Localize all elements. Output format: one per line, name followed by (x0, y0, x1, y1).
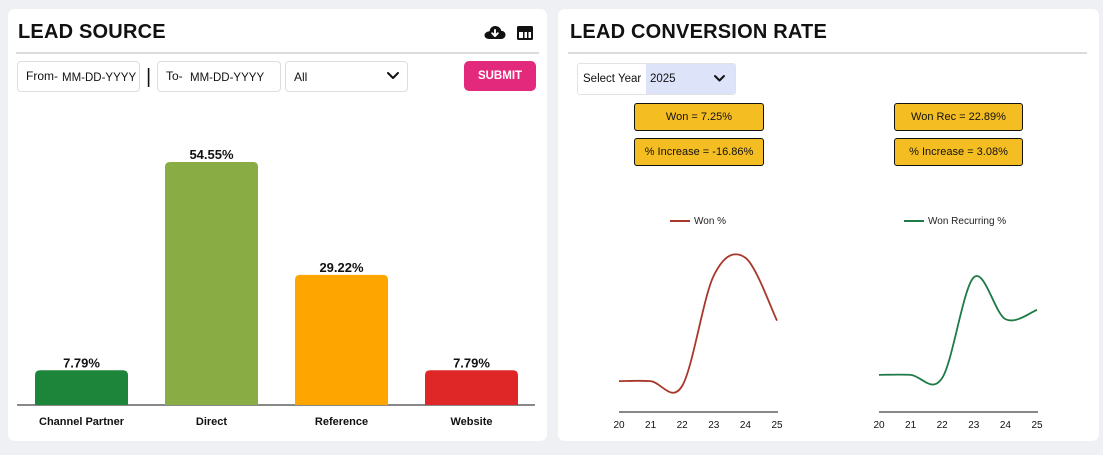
lead-source-title: LEAD SOURCE (18, 21, 166, 43)
legend-label: Won Recurring % (928, 216, 1006, 227)
bar-channel-partner (35, 370, 128, 405)
to-label: To- (166, 69, 183, 83)
x-tick-label: Channel Partner (39, 416, 125, 428)
table-icon[interactable] (515, 23, 535, 43)
won-badge: Won = 7.25% (634, 103, 764, 131)
bar-reference (295, 274, 388, 405)
year-value: 2025 (650, 73, 676, 85)
series-line (618, 253, 778, 394)
from-date-placeholder: MM-DD-YYYY (62, 72, 137, 84)
source-filter-value: All (294, 70, 308, 84)
date-separator: | (146, 66, 152, 88)
lead-source-card: LEAD SOURCE From- MM-DD-YYYY | To- MM-DD… (8, 9, 547, 441)
won-increase-badge: % Increase = -16.86% (634, 138, 764, 166)
x-tick-label: 20 (873, 420, 885, 431)
lead-source-divider (16, 52, 539, 54)
x-tick-label: 25 (771, 420, 783, 431)
series-line (878, 275, 1038, 386)
won-rec-increase-badge: % Increase = 3.08% (894, 138, 1023, 166)
x-tick-label: Direct (196, 416, 228, 428)
lead-conversion-card: LEAD CONVERSION RATE Select Year 2025 Wo… (558, 9, 1099, 441)
legend-label: Won % (694, 216, 726, 227)
year-dropdown[interactable]: 2025 (646, 64, 735, 94)
from-label: From- (26, 69, 58, 83)
x-tick-label: 21 (905, 420, 917, 431)
x-tick-label: 22 (677, 420, 689, 431)
from-date-field[interactable]: From- MM-DD-YYYY (17, 61, 140, 92)
lead-conversion-title: LEAD CONVERSION RATE (570, 21, 827, 43)
x-tick-label: Website (451, 416, 493, 428)
source-filter-select[interactable]: All (285, 61, 408, 92)
bar-website (425, 370, 518, 405)
bar-value-label: 7.79% (63, 355, 100, 370)
x-tick-label: 22 (937, 420, 949, 431)
bar-direct (165, 162, 258, 405)
select-year-label: Select Year (583, 73, 642, 85)
won-rec-badge: Won Rec = 22.89% (894, 103, 1023, 131)
submit-button[interactable]: SUBMIT (464, 61, 536, 91)
bar-value-label: 54.55% (189, 147, 234, 162)
bar-value-label: 29.22% (319, 260, 364, 275)
year-select[interactable]: Select Year 2025 (577, 63, 736, 95)
chevron-down-icon (714, 75, 725, 82)
x-tick-label: 23 (968, 420, 980, 431)
won-line-chart: Won %202122232425Year (613, 216, 783, 431)
lead-conversion-divider (568, 52, 1087, 54)
x-tick-label: 25 (1031, 420, 1043, 431)
cloud-download-icon[interactable] (484, 23, 506, 43)
x-tick-label: 24 (740, 420, 752, 431)
bar-value-label: 7.79% (453, 355, 490, 370)
x-tick-label: 20 (613, 420, 625, 431)
chevron-down-icon (387, 72, 399, 79)
x-tick-label: 21 (645, 420, 657, 431)
x-tick-label: Reference (315, 416, 368, 428)
to-date-field[interactable]: To- MM-DD-YYYY (157, 61, 281, 92)
won-recurring-line-chart: Won Recurring %202122232425Year (873, 216, 1043, 431)
x-tick-label: 24 (1000, 420, 1012, 431)
to-date-placeholder: MM-DD-YYYY (190, 72, 265, 84)
x-tick-label: 23 (708, 420, 720, 431)
lead-source-bar-chart: 7.79% Channel Partner 54.55% Direct 29.22% Re… (17, 147, 535, 428)
